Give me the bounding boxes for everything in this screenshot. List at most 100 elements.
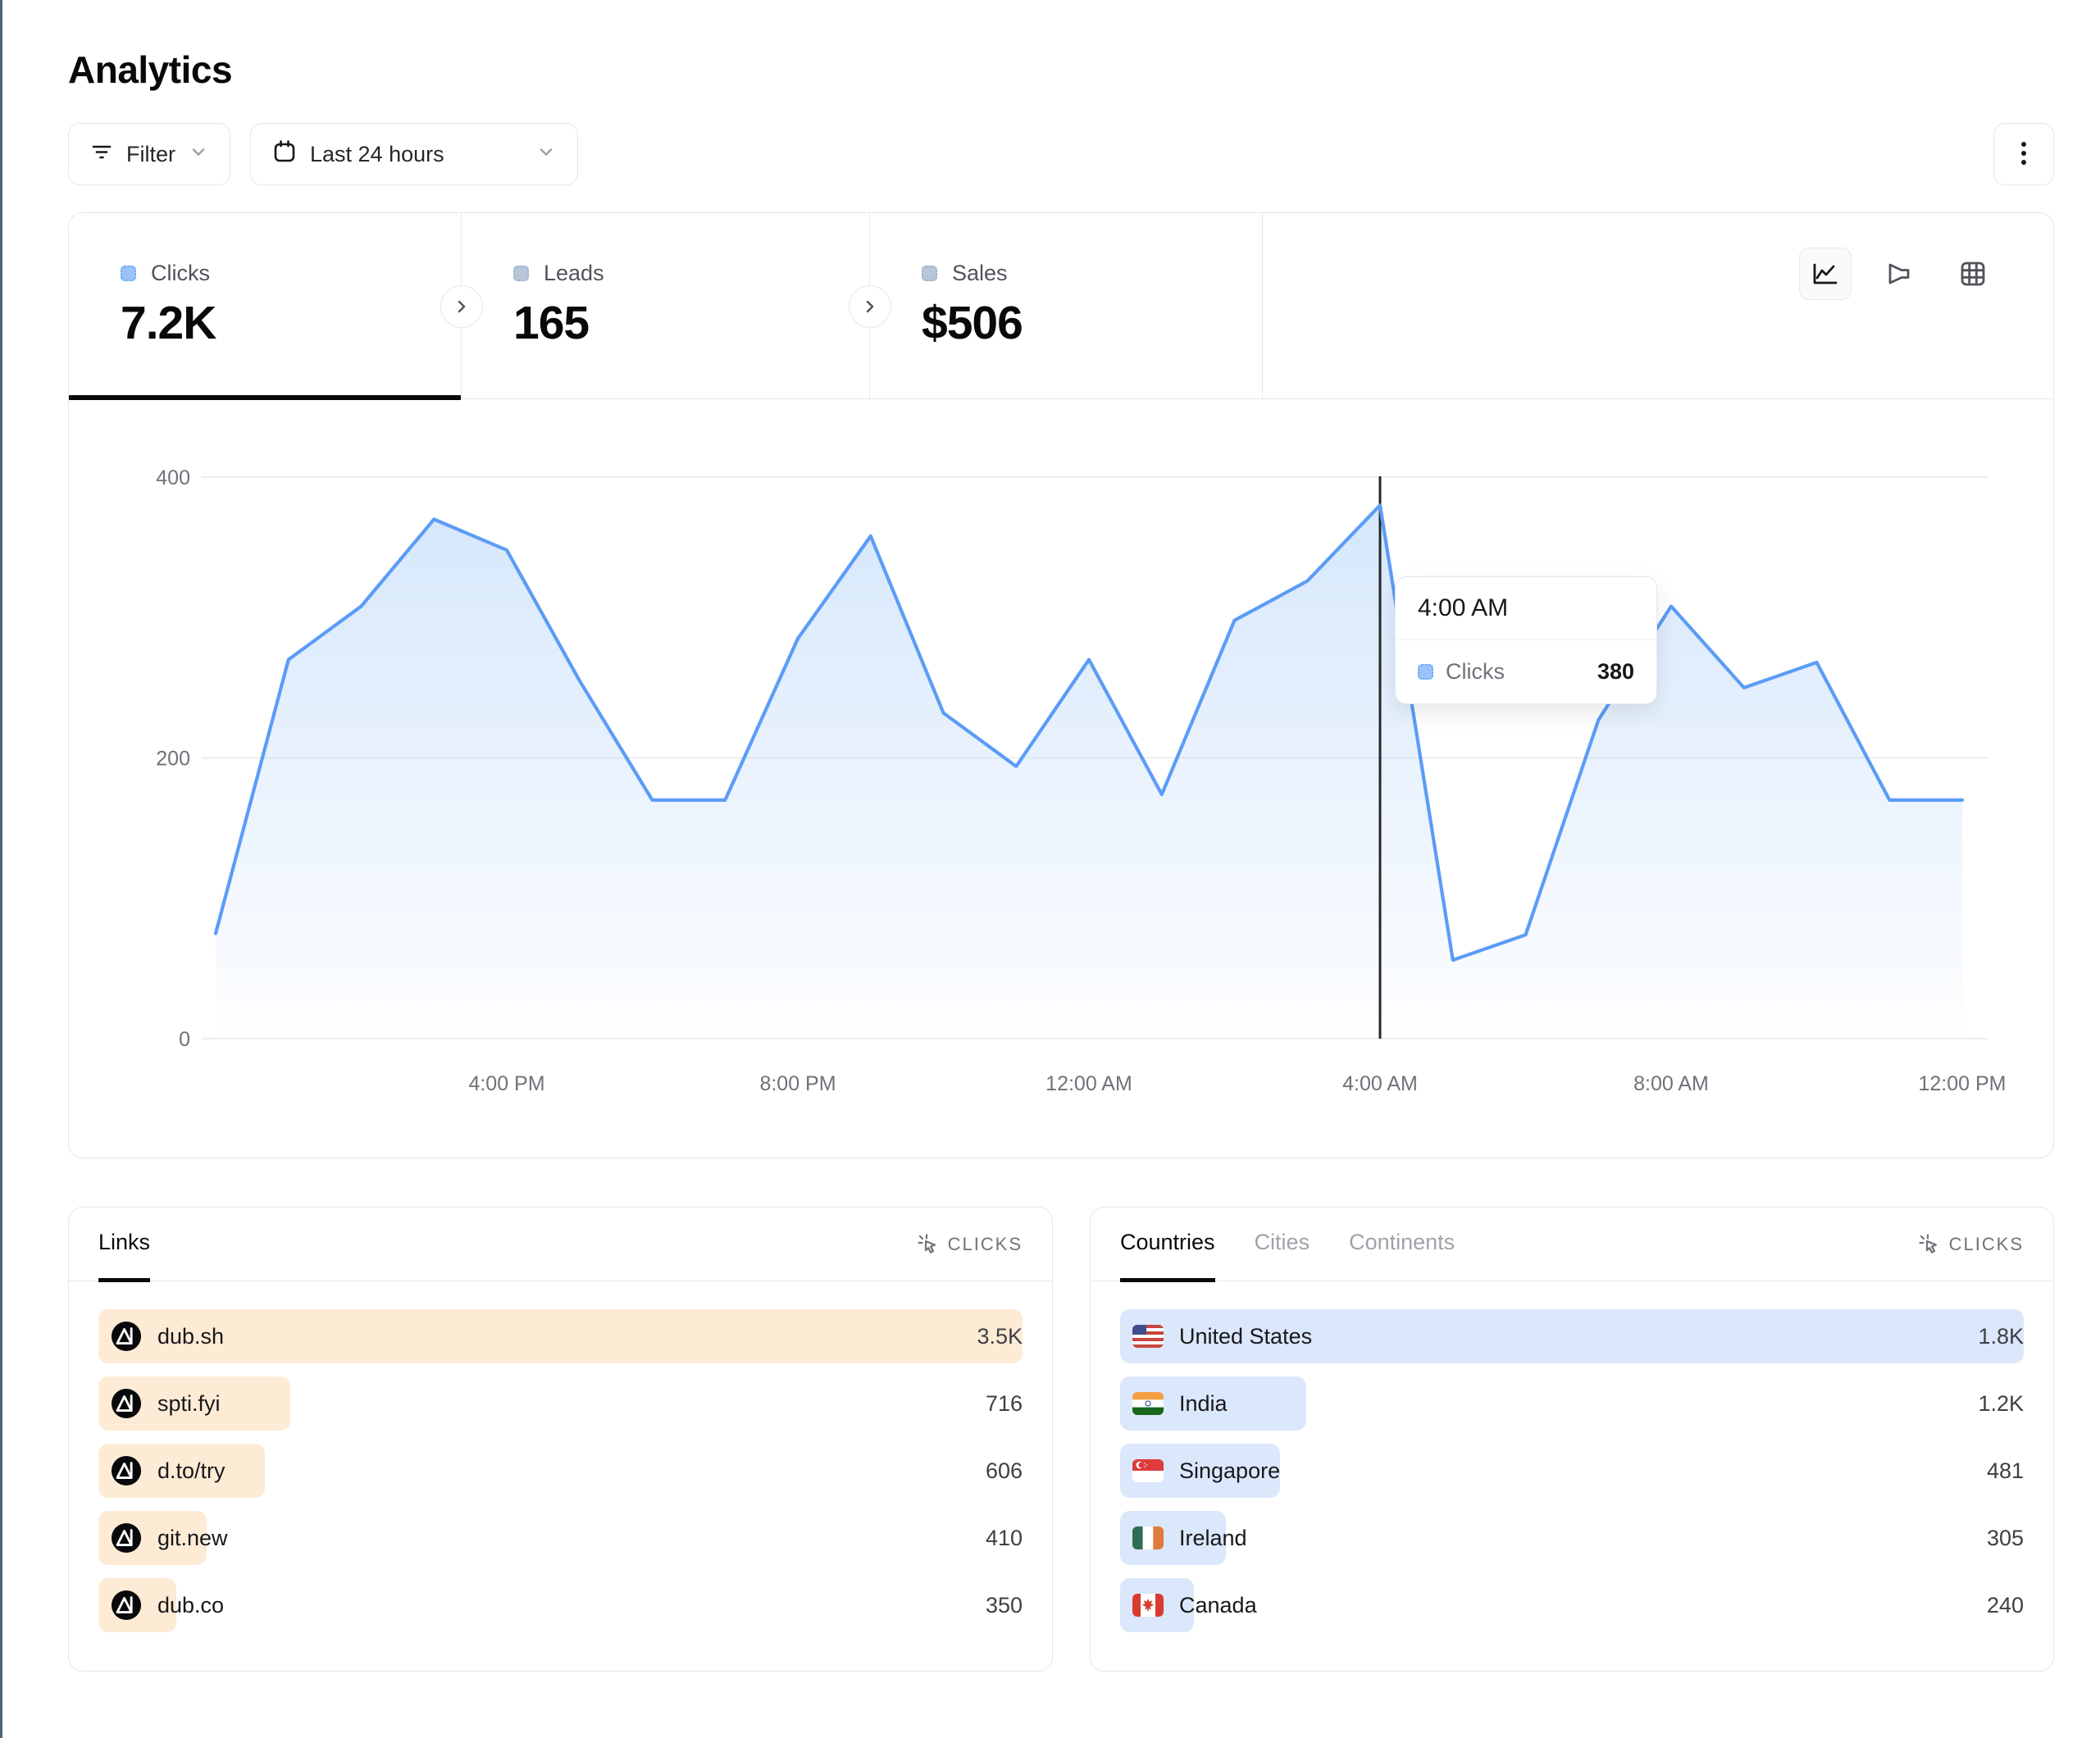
links-rows: dub.sh 3.5K spti.fyi 716 d.to/try 606 git.new 4… xyxy=(69,1281,1052,1632)
flag-icon-us xyxy=(1132,1325,1164,1348)
breakdown-panels: Links CLICKS dub.sh 3.5K spti.fyi 716 d.to/t… xyxy=(68,1207,2054,1672)
clicks-series-marker xyxy=(1418,664,1433,680)
funnel-view-button[interactable] xyxy=(1873,248,1925,300)
cursor-click-icon xyxy=(1919,1234,1937,1253)
calendar-icon xyxy=(272,139,297,170)
tab-links[interactable]: Links xyxy=(98,1208,151,1282)
flag-icon-ca xyxy=(1132,1594,1164,1617)
line-chart-icon xyxy=(1813,263,1838,284)
clicks-timeseries-chart[interactable]: 0 200 400 4:00 PM 8:00 PM 12:00 AM 4:00 AM 8:00… xyxy=(69,399,2053,1157)
metric-divider-button-1[interactable] xyxy=(440,285,483,328)
link-row[interactable]: spti.fyi 716 xyxy=(98,1376,1023,1431)
svg-text:12:00 AM: 12:00 AM xyxy=(1045,1072,1132,1095)
value-bar xyxy=(98,1309,1023,1363)
metric-value: 7.2K xyxy=(121,297,216,349)
tab-continents[interactable]: Continents xyxy=(1349,1230,1455,1255)
link-row[interactable]: dub.co 350 xyxy=(98,1578,1023,1632)
link-row[interactable]: d.to/try 606 xyxy=(98,1444,1023,1498)
svg-text:0: 0 xyxy=(179,1028,190,1051)
metric-legend-square xyxy=(513,266,529,281)
svg-text:12:00 PM: 12:00 PM xyxy=(1918,1072,2006,1095)
dub-logo-icon xyxy=(111,1590,142,1621)
metric-tab-sales[interactable]: Sales $506 xyxy=(870,213,1263,398)
metric-head: Leads xyxy=(513,261,869,286)
toolbar: Filter Last 24 hours xyxy=(68,123,2054,185)
cursor-click-icon xyxy=(918,1234,936,1253)
metric-head: Sales xyxy=(922,261,1262,286)
metric-divider-button-2[interactable] xyxy=(849,285,891,328)
country-row[interactable]: Singapore 481 xyxy=(1120,1444,2024,1498)
svg-text:8:00 AM: 8:00 AM xyxy=(1633,1072,1709,1095)
row-value: 350 xyxy=(985,1592,1023,1617)
svg-text:4:00 AM: 4:00 AM xyxy=(1342,1072,1418,1095)
row-label: spti.fyi xyxy=(157,1390,221,1416)
country-row[interactable]: Canada 240 xyxy=(1120,1578,2024,1632)
svg-text:4:00 PM: 4:00 PM xyxy=(468,1072,544,1095)
row-content: git.new xyxy=(98,1522,228,1554)
row-value: 240 xyxy=(1986,1592,2024,1617)
metric-label: Leads xyxy=(544,261,604,285)
row-content: dub.co xyxy=(98,1590,224,1621)
geo-sort-by-clicks[interactable]: CLICKS xyxy=(1918,1208,2024,1281)
kebab-menu-icon xyxy=(2012,139,2035,170)
chevron-right-icon xyxy=(866,300,874,313)
metric-value: $506 xyxy=(922,297,1023,349)
row-content: Ireland xyxy=(1120,1526,1247,1551)
flag-icon-ie xyxy=(1132,1526,1164,1549)
tooltip-value: 380 xyxy=(1597,659,1634,684)
row-value: 1.2K xyxy=(1978,1390,2024,1416)
row-content: United States xyxy=(1120,1324,1312,1349)
row-label: Singapore xyxy=(1179,1458,1281,1483)
metric-legend-square xyxy=(922,266,937,281)
analytics-page: Analytics Filter Last 24 hours xyxy=(68,0,2054,1672)
row-content: spti.fyi xyxy=(98,1388,221,1419)
row-value: 1.8K xyxy=(1978,1323,2024,1349)
row-label: Canada xyxy=(1179,1592,1257,1617)
value-bar xyxy=(1120,1309,2024,1363)
geo-panel: Countries Cities Continents CLICKS United … xyxy=(1090,1207,2054,1672)
country-row[interactable]: United States 1.8K xyxy=(1120,1309,2024,1363)
row-value: 481 xyxy=(1986,1458,2024,1483)
link-row[interactable]: dub.sh 3.5K xyxy=(98,1309,1023,1363)
row-label: India xyxy=(1179,1390,1228,1416)
window-edge-accent xyxy=(0,0,2,1738)
row-content: dub.sh xyxy=(98,1321,224,1352)
chevron-right-icon xyxy=(458,300,466,313)
line-chart-view-button[interactable] xyxy=(1799,248,1852,300)
country-row[interactable]: Ireland 305 xyxy=(1120,1511,2024,1565)
dub-logo-icon xyxy=(111,1522,142,1554)
more-options-button[interactable] xyxy=(1993,123,2054,185)
geo-sort-label: CLICKS xyxy=(1948,1233,2024,1254)
metric-tabs-row: Clicks 7.2K Leads 165 Sales $506 xyxy=(69,213,2053,400)
date-range-label: Last 24 hours xyxy=(310,141,444,166)
country-row[interactable]: India 1.2K xyxy=(1120,1376,2024,1431)
row-label: d.to/try xyxy=(157,1458,225,1483)
row-value: 606 xyxy=(985,1458,1023,1483)
geo-panel-header: Countries Cities Continents CLICKS xyxy=(1091,1208,2053,1282)
tooltip-row: Clicks 380 xyxy=(1396,640,1656,703)
link-row[interactable]: git.new 410 xyxy=(98,1511,1023,1565)
row-label: Ireland xyxy=(1179,1525,1247,1550)
svg-text:200: 200 xyxy=(156,748,190,771)
filter-button[interactable]: Filter xyxy=(68,123,230,185)
links-sort-by-clicks[interactable]: CLICKS xyxy=(917,1208,1023,1281)
tooltip-series-label: Clicks xyxy=(1446,659,1505,684)
date-range-button[interactable]: Last 24 hours xyxy=(250,123,578,185)
tab-countries[interactable]: Countries xyxy=(1120,1208,1215,1282)
row-value: 716 xyxy=(985,1390,1023,1416)
area-chart-svg: 0 200 400 4:00 PM 8:00 PM 12:00 AM 4:00 AM 8:00… xyxy=(156,466,2006,1095)
metric-tab-leads[interactable]: Leads 165 xyxy=(462,213,870,398)
metric-tab-clicks[interactable]: Clicks 7.2K xyxy=(69,213,462,400)
tab-cities[interactable]: Cities xyxy=(1254,1230,1310,1255)
row-value: 305 xyxy=(1986,1525,2024,1550)
svg-text:400: 400 xyxy=(156,466,190,489)
row-content: India xyxy=(1120,1391,1228,1417)
row-content: Singapore xyxy=(1120,1458,1280,1484)
analytics-chart-card: Clicks 7.2K Leads 165 Sales $506 xyxy=(68,212,2054,1158)
tooltip-time: 4:00 AM xyxy=(1396,577,1656,640)
row-label: dub.co xyxy=(157,1592,225,1617)
table-view-button[interactable] xyxy=(1947,248,1999,300)
dub-logo-icon xyxy=(111,1455,142,1486)
flag-icon-in xyxy=(1132,1392,1164,1415)
dub-logo-icon xyxy=(111,1388,142,1419)
